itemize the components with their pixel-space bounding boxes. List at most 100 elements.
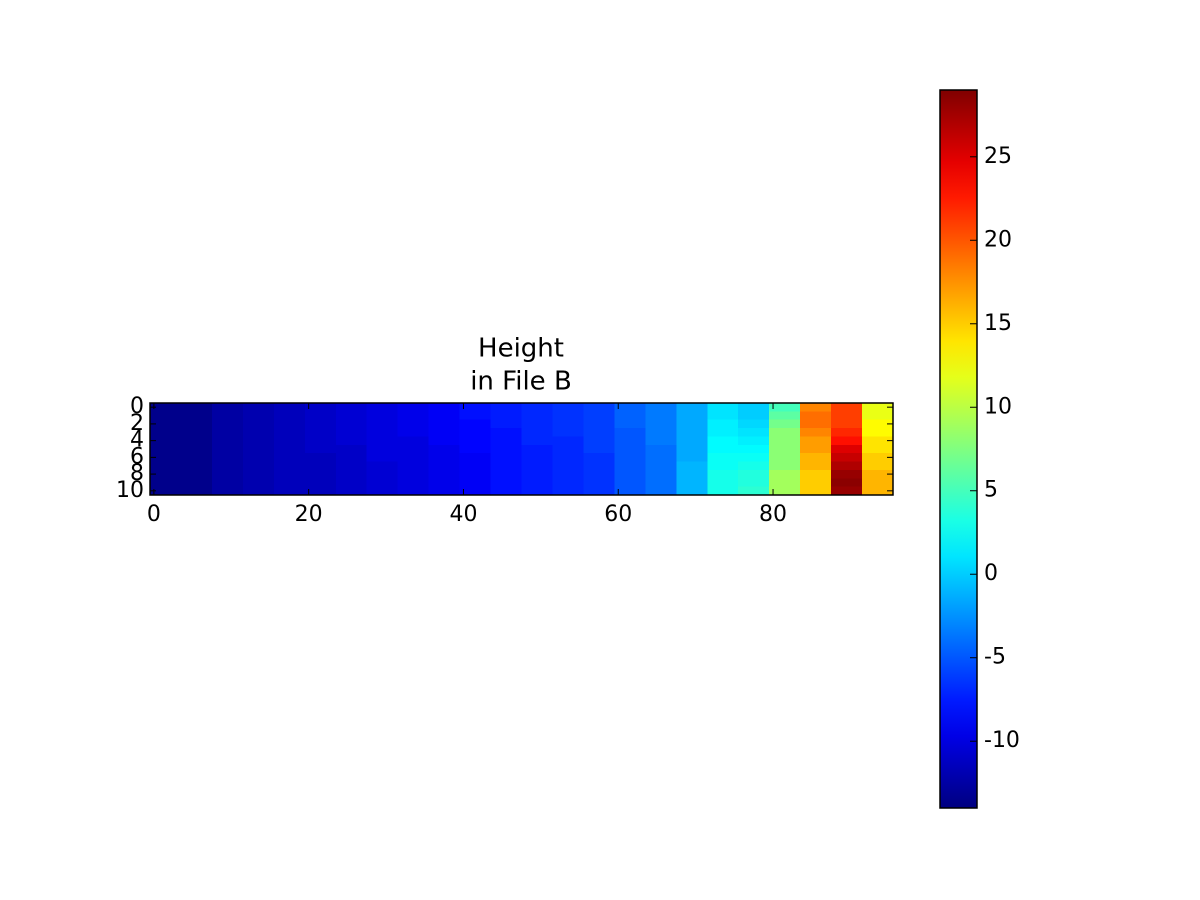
heat-cell <box>862 461 894 471</box>
heat-cell <box>304 444 337 454</box>
x-tick-label: 60 <box>604 502 632 527</box>
heat-cell <box>273 478 306 488</box>
heat-cell <box>583 411 615 421</box>
heat-cell <box>211 436 244 446</box>
heat-cell <box>335 403 368 412</box>
heat-cell <box>707 461 739 471</box>
heat-cell <box>614 403 646 412</box>
heat-cell <box>707 419 739 429</box>
heat-cell <box>150 478 182 488</box>
heat-cell <box>676 403 708 412</box>
heat-cell <box>273 419 306 429</box>
colorbar-tick-label: -5 <box>984 645 1006 670</box>
heat-cell <box>304 469 337 479</box>
heat-cell <box>211 469 244 479</box>
heat-cell <box>862 436 894 446</box>
heat-cell <box>180 486 213 496</box>
heat-cell <box>707 444 739 454</box>
heat-cell <box>707 403 739 412</box>
heat-cell <box>428 419 461 429</box>
heat-cell <box>831 403 863 412</box>
heat-cell <box>552 436 585 446</box>
heat-cell <box>490 461 523 471</box>
heat-cell <box>800 486 832 496</box>
heat-cell <box>366 453 399 463</box>
heat-cell <box>397 453 430 463</box>
heat-cell <box>521 486 554 496</box>
heat-cell <box>490 453 523 463</box>
heat-cell <box>242 469 275 479</box>
heat-cell <box>614 444 646 454</box>
heat-cell <box>397 469 430 479</box>
heat-cell <box>738 419 770 429</box>
heat-cell <box>676 453 708 463</box>
heat-cell <box>769 461 801 471</box>
heat-cell <box>769 469 801 479</box>
heat-cell <box>490 478 523 488</box>
heat-cell <box>428 444 461 454</box>
x-tick-label: 80 <box>759 502 787 527</box>
y-tick-label: 0 <box>130 394 144 419</box>
heat-cell <box>428 411 461 421</box>
heat-cell <box>335 411 368 421</box>
heat-cell <box>397 461 430 471</box>
heat-cell <box>707 469 739 479</box>
colorbar-tick-label: 10 <box>984 394 1012 419</box>
heat-cell <box>150 486 182 496</box>
heat-cell <box>428 461 461 471</box>
heat-cell <box>242 428 275 438</box>
heat-cell <box>428 453 461 463</box>
heat-cell <box>335 486 368 496</box>
heat-cell <box>831 453 863 463</box>
heat-cell <box>459 411 492 421</box>
heat-cell <box>738 444 770 454</box>
heat-cell <box>521 469 554 479</box>
heat-cell <box>150 453 182 463</box>
heat-cell <box>583 478 615 488</box>
heat-cell <box>273 469 306 479</box>
heat-cell <box>800 469 832 479</box>
heat-cell <box>738 428 770 438</box>
heat-cell <box>769 436 801 446</box>
heat-cell <box>366 444 399 454</box>
heat-cell <box>614 461 646 471</box>
heat-cell <box>738 478 770 488</box>
heat-cell <box>459 403 492 412</box>
heat-cell <box>831 428 863 438</box>
heat-cell <box>769 478 801 488</box>
heat-cell <box>831 444 863 454</box>
heat-cell <box>397 428 430 438</box>
heat-cell <box>366 486 399 496</box>
heat-cell <box>211 453 244 463</box>
heat-cell <box>459 461 492 471</box>
heat-cell <box>645 469 677 479</box>
heat-cell <box>428 486 461 496</box>
heat-cell <box>521 461 554 471</box>
heat-cell <box>800 478 832 488</box>
x-tick-label: 0 <box>147 502 161 527</box>
heat-cell <box>583 436 615 446</box>
heat-cell <box>707 436 739 446</box>
heat-cell <box>304 453 337 463</box>
y-tick-label: 4 <box>130 428 144 453</box>
heat-cell <box>583 428 615 438</box>
heat-cell <box>583 461 615 471</box>
heat-cell <box>242 453 275 463</box>
heat-cell <box>150 428 182 438</box>
heat-cell <box>645 478 677 488</box>
heat-cell <box>831 461 863 471</box>
heat-cell <box>242 411 275 421</box>
heat-cell <box>645 411 677 421</box>
heat-cell <box>738 469 770 479</box>
heat-cell <box>335 419 368 429</box>
heat-cell <box>428 478 461 488</box>
heat-cell <box>552 444 585 454</box>
heat-cell <box>242 478 275 488</box>
heat-cell <box>521 444 554 454</box>
heat-cell <box>552 453 585 463</box>
heat-cell <box>769 403 801 412</box>
heat-cell <box>366 419 399 429</box>
heat-cell <box>738 403 770 412</box>
heat-cell <box>552 478 585 488</box>
heat-cell <box>490 428 523 438</box>
